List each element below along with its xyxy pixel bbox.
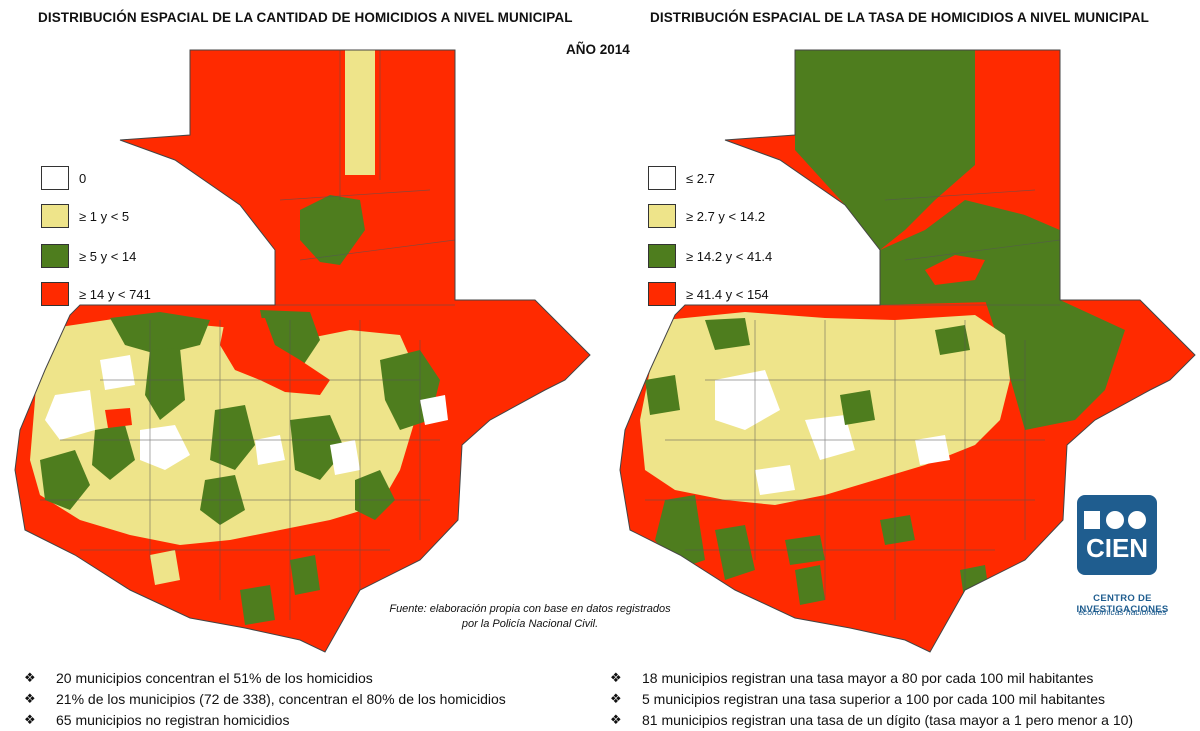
finding-item: ❖ 20 municipios concentran el 51% de los … [24, 667, 506, 688]
finding-item: ❖ 18 municipios registran una tasa mayor … [610, 667, 1133, 688]
municipality-green [840, 390, 875, 425]
legend-item: ≥ 14 y < 741 [41, 281, 151, 307]
municipality-white [45, 390, 95, 440]
finding-item: ❖ 65 municipios no registran homicidios [24, 709, 506, 730]
country-outline [619, 49, 1196, 653]
municipality-green [300, 195, 365, 265]
legend-swatch [648, 244, 676, 268]
municipality-white [100, 355, 135, 390]
municipality-white [755, 465, 795, 495]
legend-swatch [41, 204, 69, 228]
municipality-green [645, 375, 680, 415]
legend-swatch [41, 166, 69, 190]
finding-item: ❖ 21% de los municipios (72 de 338), conc… [24, 688, 506, 709]
region-green-north [880, 200, 1060, 305]
source-line: Fuente: elaboración propia con base en d… [389, 603, 671, 615]
municipality-green [935, 325, 970, 355]
year-label: AÑO 2014 [566, 42, 630, 57]
municipality-green [795, 565, 825, 605]
logo-mark [1128, 511, 1146, 529]
municipality-green [110, 312, 210, 355]
legend-item: ≤ 2.7 [648, 165, 715, 191]
municipality-yellow [150, 550, 180, 585]
legend-swatch [648, 282, 676, 306]
map-homicide-rate [619, 49, 1196, 653]
source-line: por la Policía Nacional Civil. [461, 618, 599, 630]
finding-text: 81 municipios registran una tasa de un d… [642, 711, 1134, 728]
municipality-red [925, 255, 985, 285]
bullet-icon: ❖ [610, 711, 622, 727]
finding-item: ❖ 5 municipios registran una tasa superio… [610, 688, 1133, 709]
municipality-white [255, 435, 285, 465]
municipality-green [40, 450, 90, 510]
logo-subtitle: económicas nacionales [1078, 607, 1167, 617]
legend-label: 0 [79, 170, 87, 186]
region-green-east [985, 300, 1125, 430]
logo-dots [1084, 511, 1150, 529]
municipality-green [715, 525, 755, 580]
finding-item: ❖ 81 municipios registran una tasa de un … [610, 709, 1133, 730]
municipality-green [290, 555, 320, 595]
legend-label: ≥ 5 y < 14 [79, 248, 137, 264]
legend-swatch [648, 166, 676, 190]
logo-mark [1106, 511, 1124, 529]
legend-item: 0 [41, 165, 86, 191]
municipality-white [330, 440, 360, 475]
municipality-red [975, 50, 1060, 230]
region-green-north [795, 50, 975, 250]
map-homicide-count [14, 49, 591, 653]
municipality-red [105, 408, 132, 428]
legend-label: ≥ 14 y < 741 [79, 286, 151, 302]
legend-item: ≥ 1 y < 5 [41, 203, 129, 229]
finding-text: 5 municipios registran una tasa superior… [642, 690, 1106, 707]
legend-item: ≥ 2.7 y < 14.2 [648, 203, 765, 229]
legend-label: ≥ 14.2 y < 41.4 [686, 248, 773, 264]
municipality-green [355, 470, 395, 520]
finding-text: 65 municipios no registran homicidios [56, 711, 290, 728]
bullet-icon: ❖ [610, 669, 622, 685]
logo-box [1077, 495, 1157, 575]
municipality-green [145, 348, 185, 420]
municipality-white [140, 425, 190, 470]
bullet-icon: ❖ [24, 690, 36, 706]
municipality-green [240, 585, 275, 625]
legend-label: ≥ 1 y < 5 [79, 208, 130, 224]
legend-label: ≥ 41.4 y < 154 [686, 286, 769, 302]
logo-text: CIEN [1085, 533, 1149, 563]
municipality-green [210, 405, 255, 470]
legend-swatch [41, 244, 69, 268]
legend-label: ≥ 2.7 y < 14.2 [686, 208, 766, 224]
findings-count: ❖ 20 municipios concentran el 51% de los … [24, 667, 506, 730]
municipality-green [705, 318, 750, 350]
source-note: Fuente: elaboración propia con base en d… [380, 602, 680, 632]
municipality-red [220, 318, 330, 395]
municipality-white [715, 370, 780, 430]
cien-logo: CIEN CENTRO DE INVESTIGACIONES económica… [1050, 495, 1195, 625]
legend-item: ≥ 14.2 y < 41.4 [648, 243, 772, 269]
legend-swatch [648, 204, 676, 228]
finding-text: 20 municipios concentran el 51% de los h… [56, 669, 373, 686]
legend-label: ≤ 2.7 [686, 170, 715, 186]
legend-item: ≥ 5 y < 14 [41, 243, 136, 269]
bullet-icon: ❖ [24, 669, 36, 685]
municipality-green [880, 515, 915, 545]
bullet-icon: ❖ [610, 690, 622, 706]
country-outline [14, 49, 591, 653]
municipality-green [92, 425, 135, 480]
findings-rate: ❖ 18 municipios registran una tasa mayor … [610, 667, 1133, 730]
logo-name: CENTRO DE INVESTIGACIONES [1076, 593, 1169, 615]
municipality-white [420, 395, 448, 425]
municipality-white [805, 415, 855, 460]
legend-swatch [41, 282, 69, 306]
legend-item: ≥ 41.4 y < 154 [648, 281, 769, 307]
finding-text: 21% de los municipios (72 de 338), conce… [56, 690, 506, 707]
municipality-white [915, 435, 950, 465]
municipality-green [290, 415, 345, 480]
logo-mark [1084, 511, 1100, 529]
map-title-rate: DISTRIBUCIÓN ESPACIAL DE LA TASA DE HOMI… [650, 10, 1149, 25]
municipality-yellow [345, 50, 375, 175]
finding-text: 18 municipios registran una tasa mayor a… [642, 669, 1094, 686]
bullet-icon: ❖ [24, 711, 36, 727]
map-title-count: DISTRIBUCIÓN ESPACIAL DE LA CANTIDAD DE … [38, 10, 573, 25]
